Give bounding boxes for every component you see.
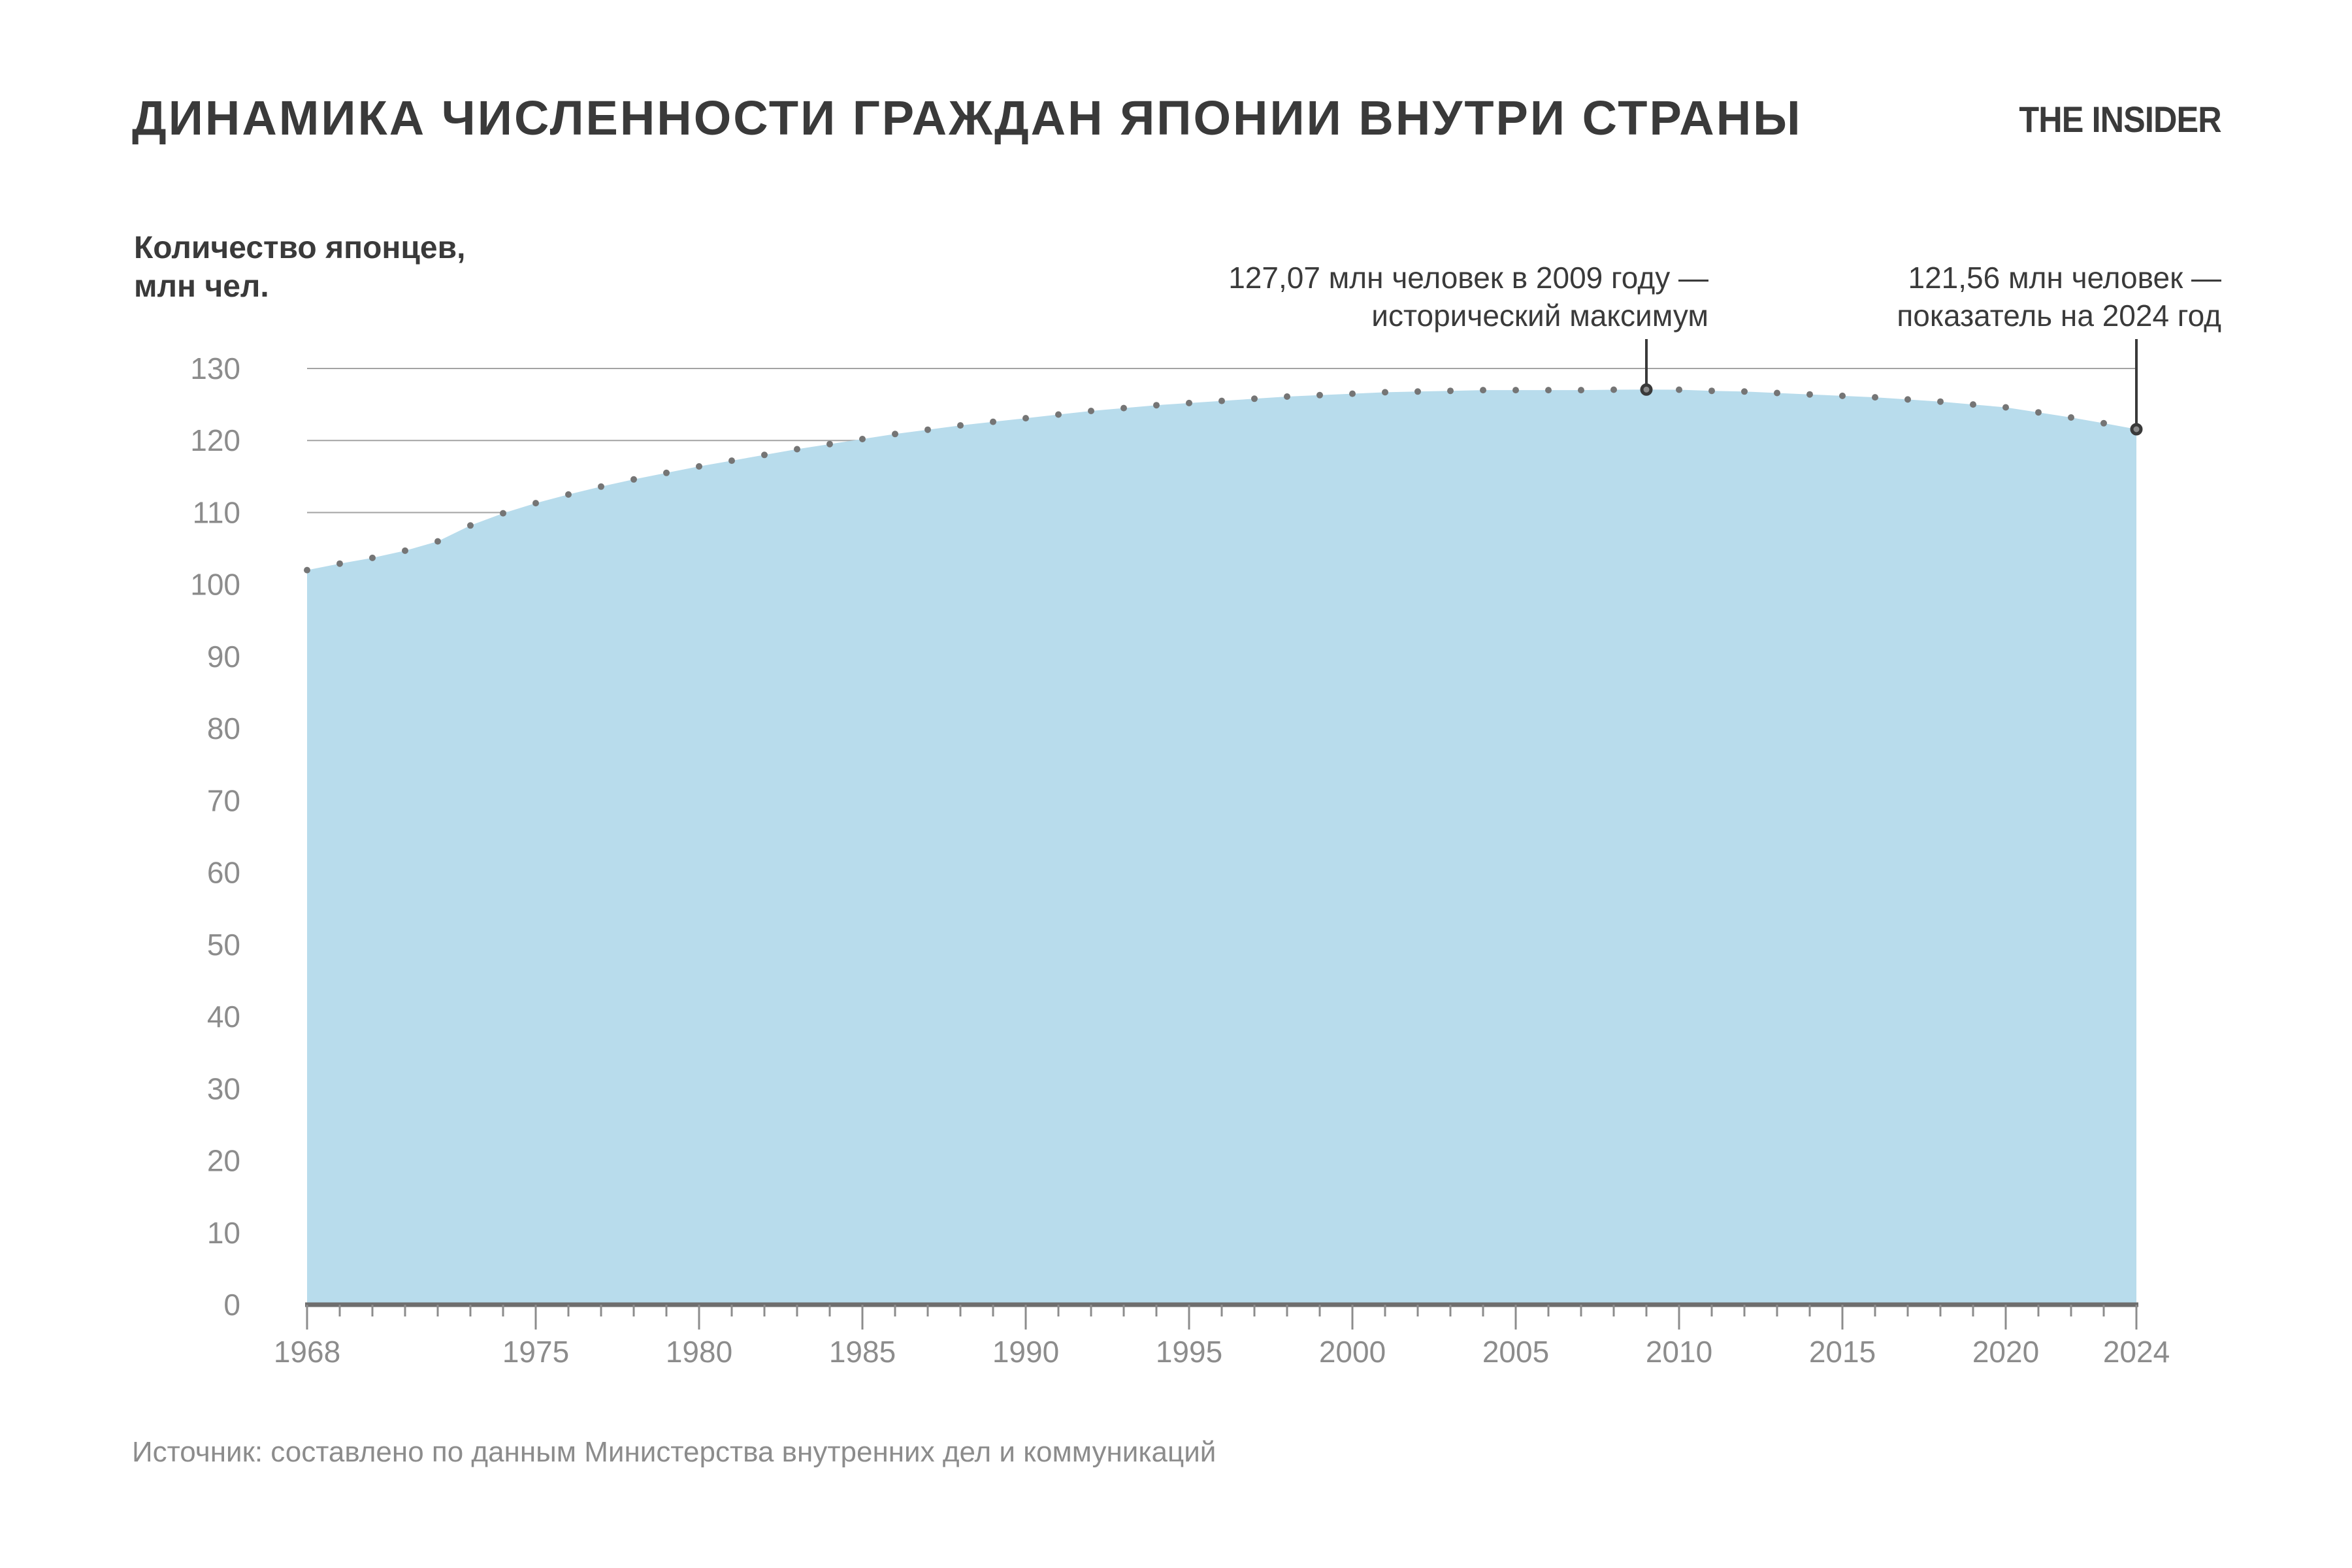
y-axis-labels: 0 10 20 30 40 50 60 70 80 90 100 110 120 130 [190,351,240,1322]
x-axis-labels: 1968 1975 1980 1985 1990 1995 2000 2005 2010 2015… [274,1335,2170,1369]
x-axis-ticks [306,1305,2138,1330]
y-tick-label: 30 [207,1071,240,1105]
data-dots [304,386,2107,574]
y-tick-label: 130 [190,351,240,385]
y-axis-title: Количество японцев, млн чел. [134,229,465,306]
y-tick-label: 50 [207,928,240,962]
y-axis-title-line1: Количество японцев, [134,231,466,265]
page-title: ДИНАМИКА ЧИСЛЕННОСТИ ГРАЖДАН ЯПОНИИ ВНУТ… [132,91,1803,145]
x-tick-label: 1975 [502,1335,569,1369]
leader-marker-2024 [2130,339,2143,436]
y-tick-label: 70 [207,783,240,817]
area-fill [307,389,2136,1305]
x-tick-label: 2010 [1646,1335,1712,1369]
x-tick-label: 2005 [1482,1335,1549,1369]
the-insider-logo: THE INSIDER [2019,99,2222,140]
annotation-latest-2024: 121,56 млн человек — показатель на 2024 … [1897,259,2221,335]
y-tick-label: 10 [207,1216,240,1250]
x-tick-label: 1995 [1156,1335,1222,1369]
annotation-peak-2009: 127,07 млн человек в 2009 году — историч… [1228,259,1708,335]
y-tick-label: 20 [207,1144,240,1178]
y-tick-label: 100 [190,568,240,602]
annotation-peak-line1: 127,07 млн человек в 2009 году — [1228,261,1708,295]
annotation-peak-line2: исторический максимум [1371,299,1708,333]
x-tick-label: 1968 [274,1335,340,1369]
x-tick-label: 1990 [992,1335,1059,1369]
x-tick-label: 2015 [1809,1335,1876,1369]
y-tick-label: 120 [190,423,240,457]
y-tick-label: 110 [193,496,240,530]
source-note: Источник: составлено по данным Министерс… [132,1436,1217,1468]
leader-marker-2009 [1640,339,1653,396]
x-tick-label: 1980 [666,1335,732,1369]
annotation-latest-line1: 121,56 млн человек — [1908,261,2222,295]
y-tick-label: 60 [207,856,240,890]
x-tick-label: 2020 [1972,1335,2039,1369]
x-tick-label: 1985 [829,1335,896,1369]
y-tick-label: 80 [207,711,240,745]
x-tick-label: 2000 [1319,1335,1386,1369]
y-tick-label: 0 [223,1288,240,1322]
y-axis-title-line2: млн чел. [134,269,269,304]
x-tick-label: 2024 [2103,1335,2170,1369]
y-tick-label: 40 [207,1000,240,1034]
y-tick-label: 90 [207,640,240,674]
annotation-latest-line2: показатель на 2024 год [1897,299,2221,333]
